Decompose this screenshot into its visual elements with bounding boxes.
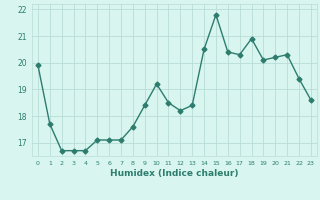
X-axis label: Humidex (Indice chaleur): Humidex (Indice chaleur): [110, 169, 239, 178]
